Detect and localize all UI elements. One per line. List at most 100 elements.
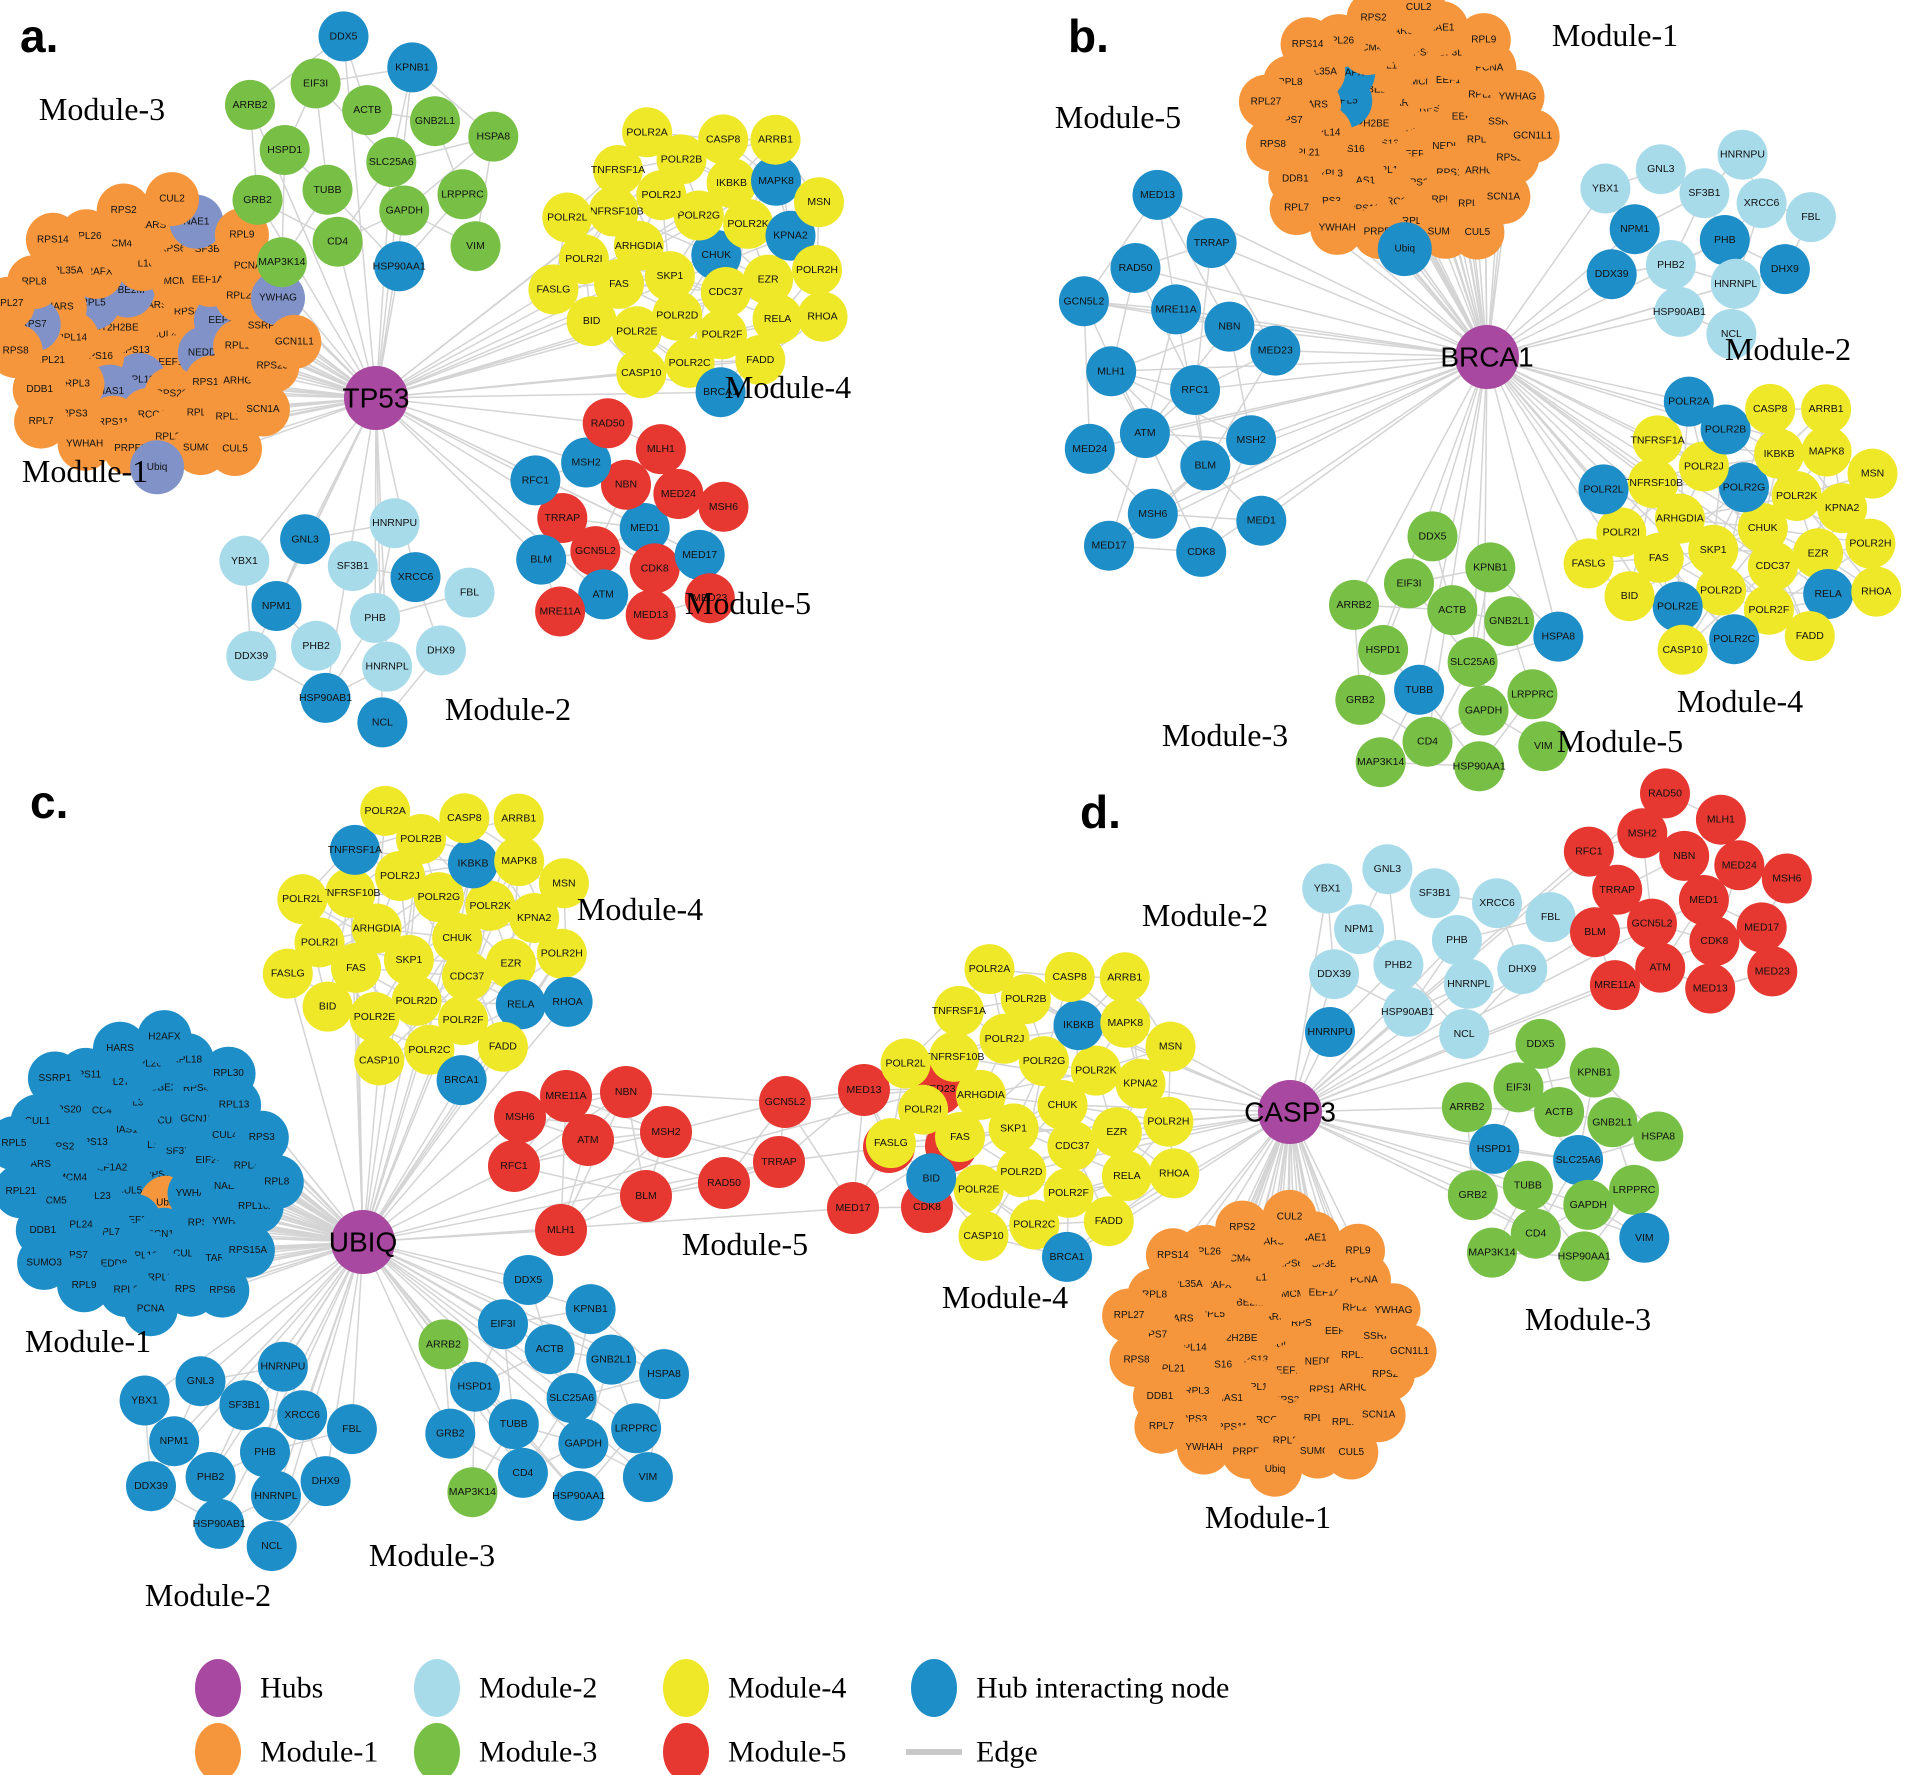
network-node-med13: MED13 bbox=[838, 1064, 890, 1116]
node-label: MSH6 bbox=[505, 1111, 534, 1123]
edge bbox=[1289, 1111, 1474, 1196]
node-label: RPS20 bbox=[156, 388, 188, 399]
node-label: RFC1 bbox=[522, 474, 550, 486]
node-label: RPL14 bbox=[133, 1140, 164, 1151]
edge bbox=[1250, 356, 1488, 441]
network-node-polr2i: POLR2I bbox=[558, 234, 609, 285]
node-label: POLR2F bbox=[443, 1014, 484, 1026]
node-label: RPS6 bbox=[1406, 47, 1433, 58]
node-label: XRCC6 bbox=[398, 571, 434, 583]
node-label: RPL27 bbox=[0, 298, 24, 309]
network-node-polr2e: POLR2E bbox=[349, 992, 400, 1042]
node-label: NAE1 bbox=[183, 216, 210, 227]
node-label: RPS3 bbox=[61, 409, 88, 420]
network-node-map3k14: MAP3K14 bbox=[447, 1467, 498, 1518]
node-label: PRPF3 bbox=[1364, 227, 1397, 238]
node-label: RPL35A bbox=[1165, 1279, 1203, 1290]
node-circle bbox=[1784, 611, 1835, 662]
network-node-med1: MED1 bbox=[1236, 495, 1287, 546]
node-label: MAP3K14 bbox=[1357, 756, 1404, 768]
node-label: POLR2B bbox=[1005, 993, 1046, 1005]
edge bbox=[362, 1241, 591, 1310]
node-circle bbox=[586, 1334, 637, 1385]
hub-node-ubiq: UBIQ bbox=[329, 1210, 397, 1274]
node-circle bbox=[611, 1403, 662, 1454]
node-label: MRE11A bbox=[539, 606, 580, 618]
node-label: RPL11 bbox=[124, 375, 154, 386]
node-label: NBN bbox=[1218, 321, 1240, 333]
network-node-polr2g: POLR2G bbox=[673, 190, 724, 241]
network-node-rpl7: RPL7 bbox=[1134, 1399, 1189, 1454]
node-circle bbox=[620, 1170, 672, 1222]
network-node-ubiq: Ubiq bbox=[130, 440, 185, 495]
node-circle bbox=[302, 981, 353, 1032]
node-label: HSPD1 bbox=[1366, 644, 1401, 656]
network-node-gcn1l1: GCN1L1 bbox=[1382, 1324, 1437, 1379]
network-node-chuk: CHUK bbox=[1037, 1080, 1088, 1130]
network-node-npm1: NPM1 bbox=[1609, 204, 1660, 255]
node-label: RPL10A bbox=[1372, 61, 1410, 72]
node-circle bbox=[436, 1055, 487, 1106]
node-circle bbox=[674, 529, 725, 580]
node-circle bbox=[958, 1210, 1009, 1261]
node-circle bbox=[1236, 495, 1287, 546]
network-node-gnl3: GNL3 bbox=[280, 514, 331, 565]
node-circle bbox=[235, 382, 290, 437]
node-label: NPM1 bbox=[160, 1435, 189, 1447]
network-node-hspd1: HSPD1 bbox=[1469, 1123, 1520, 1174]
network-node-rpl9: RPL9 bbox=[1331, 1223, 1385, 1278]
network-node-slc25a6: SLC25A6 bbox=[546, 1373, 597, 1423]
network-node-cul5: CUL5 bbox=[208, 422, 262, 476]
edge bbox=[1156, 194, 1231, 327]
node-circle bbox=[1493, 1062, 1544, 1113]
node-label: RPL5 bbox=[1200, 1309, 1225, 1320]
network-node-rps3: RPS3 bbox=[234, 1110, 289, 1165]
network-node-ezr: EZR bbox=[486, 938, 536, 989]
network-node-rps2: RPS2 bbox=[96, 183, 151, 238]
node-label: NCL bbox=[1721, 328, 1742, 340]
node-label: RPL29 bbox=[1342, 1303, 1373, 1314]
node-circle bbox=[357, 697, 408, 748]
node-circle bbox=[300, 672, 351, 723]
node-circle bbox=[1515, 1018, 1566, 1069]
node-label: SSRP1 bbox=[248, 321, 281, 332]
node-label: RPL12 bbox=[1332, 1417, 1363, 1428]
network-node-ybx1: YBX1 bbox=[219, 535, 270, 586]
network-node-cdc37: CDC37 bbox=[1047, 1120, 1098, 1171]
edge bbox=[1260, 356, 1488, 522]
network-node-trrap: TRRAP bbox=[1186, 218, 1237, 268]
node-label: DDX39 bbox=[1317, 968, 1351, 980]
node-label: HSPA8 bbox=[647, 1368, 681, 1380]
module-label-module-2: Module-2 bbox=[145, 1577, 271, 1613]
network-node-ezr: EZR bbox=[1091, 1107, 1142, 1158]
hub-label: CASP3 bbox=[1244, 1097, 1336, 1128]
node-circle bbox=[1134, 1399, 1189, 1454]
node-circle bbox=[494, 1091, 546, 1143]
node-circle bbox=[1226, 415, 1277, 466]
node-circle bbox=[524, 1324, 575, 1375]
network-node-kpna2: KPNA2 bbox=[765, 210, 816, 261]
node-label: ARRB2 bbox=[1449, 1101, 1484, 1113]
node-label: LRPPRC bbox=[1511, 688, 1554, 700]
node-label: HSP90AA1 bbox=[1453, 760, 1506, 772]
node-circle bbox=[391, 975, 442, 1026]
network-node-ddx39: DDX39 bbox=[226, 631, 277, 681]
network-node-rela: RELA bbox=[495, 979, 546, 1030]
network-node-mlh1: MLH1 bbox=[1695, 794, 1746, 845]
network-node-med1: MED1 bbox=[1678, 875, 1729, 925]
node-circle bbox=[1070, 1045, 1121, 1096]
module-label-module-4: Module-4 bbox=[577, 891, 703, 927]
node-circle bbox=[1759, 244, 1810, 295]
node-circle bbox=[1743, 584, 1794, 635]
hub-label: BRCA1 bbox=[1440, 342, 1533, 373]
node-circle bbox=[145, 172, 199, 227]
node-label: RPL8 bbox=[264, 1177, 289, 1188]
network-node-rpl30: RPL30 bbox=[201, 1046, 256, 1101]
node-label: BRCA1 bbox=[1049, 1251, 1084, 1263]
network-node-med23: MED23 bbox=[1250, 325, 1301, 376]
node-circle bbox=[1083, 1196, 1134, 1247]
network-node-rpl27: RPL27 bbox=[1102, 1288, 1157, 1343]
node-label: POLR2C bbox=[669, 357, 711, 369]
network-node-hnrnpu: HNRNPU bbox=[1717, 129, 1768, 180]
node-circle bbox=[1000, 974, 1051, 1025]
